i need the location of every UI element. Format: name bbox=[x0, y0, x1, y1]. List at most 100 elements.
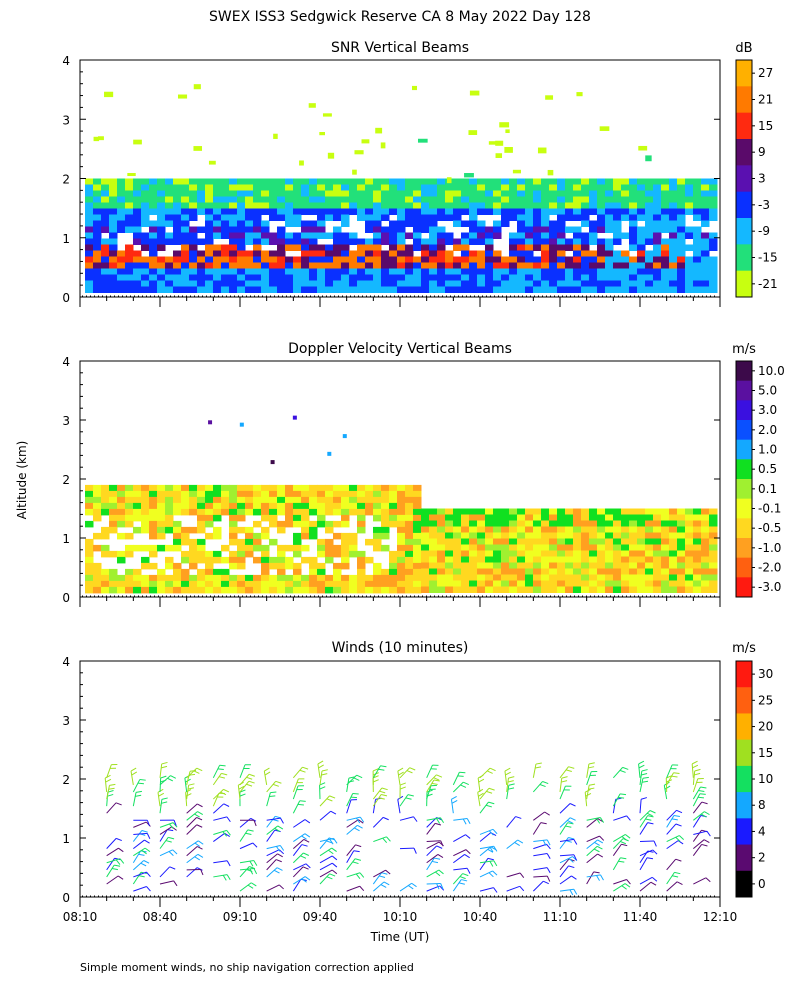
snr-cell bbox=[341, 262, 350, 269]
wind-barb-flag bbox=[172, 822, 178, 828]
snr-cell bbox=[701, 232, 710, 239]
doppler-cell bbox=[389, 550, 398, 558]
snr-cell bbox=[547, 169, 554, 176]
snr-cell bbox=[349, 268, 358, 275]
doppler-cell bbox=[333, 496, 342, 504]
wind-barb bbox=[266, 815, 276, 828]
snr-cell bbox=[589, 196, 598, 203]
snr-cell bbox=[661, 256, 670, 263]
wind-barb-flag bbox=[158, 792, 165, 797]
wind-barb bbox=[452, 772, 460, 786]
snr-cell bbox=[85, 280, 94, 287]
snr-cell bbox=[597, 238, 606, 245]
snr-cell bbox=[317, 208, 326, 215]
wind-barb-flag bbox=[300, 855, 307, 859]
wind-barb-flag bbox=[270, 791, 277, 794]
doppler-cell bbox=[261, 580, 270, 588]
snr-cell bbox=[669, 244, 678, 251]
wind-barb bbox=[479, 828, 494, 835]
doppler-cell bbox=[501, 580, 510, 587]
doppler-cell bbox=[341, 520, 350, 528]
snr-cell bbox=[541, 184, 550, 191]
snr-cell bbox=[653, 274, 662, 281]
snr-cell bbox=[333, 226, 342, 233]
wind-barb-flag bbox=[379, 875, 386, 878]
snr-cell bbox=[253, 280, 262, 287]
wind-barb bbox=[319, 862, 333, 871]
wind-barb-flag bbox=[546, 875, 551, 882]
wind-barb-flag bbox=[226, 830, 231, 836]
snr-cell bbox=[373, 178, 382, 185]
doppler-cell bbox=[477, 562, 486, 569]
snr-cell bbox=[221, 286, 230, 293]
doppler-cell bbox=[653, 520, 662, 527]
snr-cell bbox=[469, 220, 478, 227]
snr-cell bbox=[421, 256, 430, 263]
wind-barb bbox=[426, 869, 440, 878]
doppler-cell bbox=[565, 520, 574, 527]
doppler-cell bbox=[557, 532, 566, 539]
doppler-cell bbox=[173, 496, 182, 504]
snr-cell bbox=[645, 256, 654, 263]
doppler-cell bbox=[109, 568, 118, 576]
snr-cell bbox=[325, 244, 334, 251]
doppler-cell bbox=[253, 520, 262, 528]
snr-cell bbox=[437, 268, 446, 275]
snr-cell bbox=[93, 274, 102, 281]
wind-barb bbox=[663, 785, 668, 800]
snr-cell bbox=[517, 244, 526, 251]
snr-cell bbox=[597, 214, 606, 221]
doppler-cell bbox=[445, 526, 454, 533]
doppler-cell bbox=[93, 568, 102, 576]
colorbar-swatch bbox=[736, 577, 752, 598]
snr-cell bbox=[133, 214, 142, 221]
wind-barb bbox=[586, 835, 600, 843]
wind-barb-flag bbox=[196, 824, 203, 828]
wind-barb bbox=[533, 875, 548, 878]
doppler-cell bbox=[581, 544, 590, 551]
wind-barb-flag bbox=[440, 883, 444, 890]
wind-barb-flag bbox=[567, 820, 573, 824]
doppler-cell bbox=[493, 550, 502, 557]
snr-cell bbox=[461, 256, 470, 263]
doppler-cell bbox=[701, 562, 710, 569]
wind-barb bbox=[666, 823, 677, 835]
doppler-cell bbox=[509, 520, 518, 527]
winds-units: m/s bbox=[732, 641, 756, 656]
doppler-cell bbox=[709, 556, 718, 563]
wind-barb-flag bbox=[676, 809, 683, 814]
doppler-cell bbox=[309, 508, 318, 516]
doppler-cell bbox=[125, 520, 134, 528]
wind-barb bbox=[237, 785, 241, 800]
doppler-cell bbox=[477, 556, 486, 563]
wind-barb-flag bbox=[379, 790, 386, 794]
wind-barb-flag bbox=[264, 767, 270, 772]
snr-cell bbox=[405, 208, 414, 215]
wind-barb-flag bbox=[353, 777, 360, 781]
doppler-cell bbox=[677, 520, 686, 527]
snr-cell bbox=[189, 184, 198, 191]
snr-cell bbox=[525, 286, 534, 293]
snr-cell bbox=[629, 226, 638, 233]
doppler-cell bbox=[533, 568, 542, 575]
snr-cell bbox=[525, 196, 534, 203]
wind-barb-flag bbox=[194, 813, 200, 818]
snr-cell bbox=[421, 226, 430, 233]
doppler-cell bbox=[485, 508, 494, 515]
doppler-cell bbox=[245, 550, 254, 558]
snr-cell bbox=[461, 190, 470, 197]
doppler-cell bbox=[637, 544, 646, 551]
doppler-cell bbox=[237, 484, 246, 492]
doppler-cell bbox=[229, 526, 238, 534]
doppler-cell bbox=[613, 538, 622, 545]
wind-barb-flag bbox=[626, 879, 631, 885]
snr-cell bbox=[445, 250, 454, 257]
doppler-cell bbox=[317, 586, 326, 594]
snr-cell bbox=[181, 190, 190, 197]
wind-barb-flag bbox=[624, 883, 631, 888]
doppler-cell bbox=[109, 490, 118, 498]
doppler-cell bbox=[605, 538, 614, 545]
snr-cell bbox=[429, 280, 438, 287]
doppler-cell bbox=[437, 550, 446, 557]
